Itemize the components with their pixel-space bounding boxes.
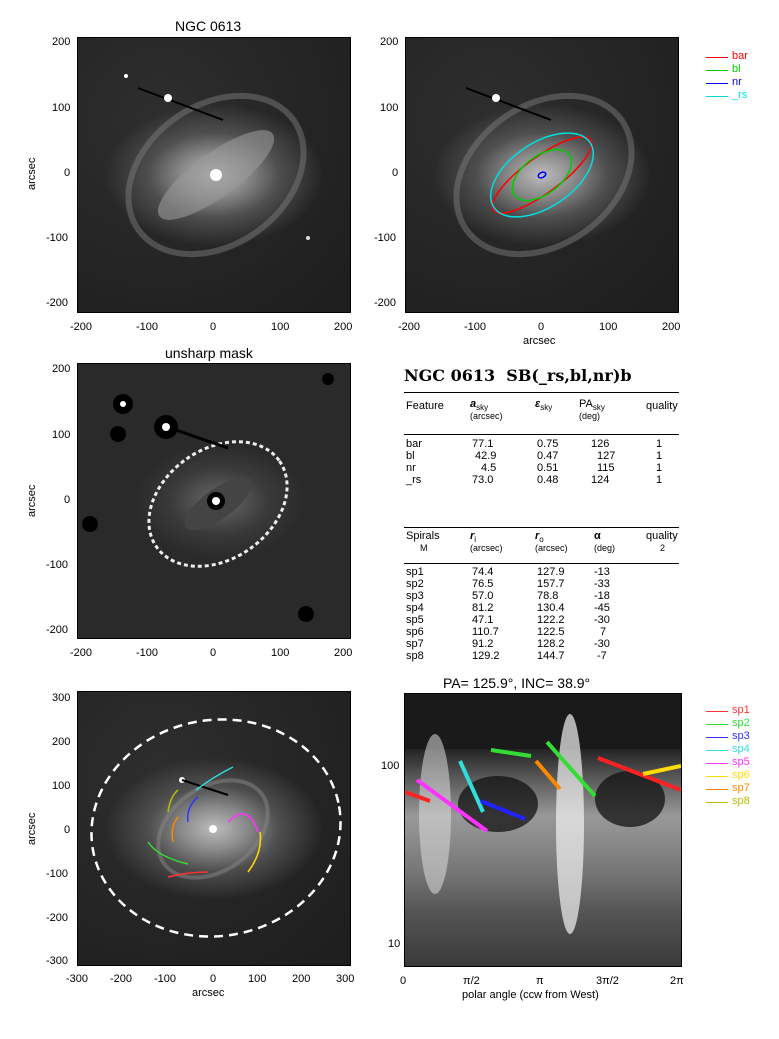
ellipse-fit-image	[453, 87, 635, 258]
p5-ytick-m300: -300	[46, 955, 69, 967]
panel1-title: NGC 0613	[175, 18, 242, 34]
p5-xtick-m100: -100	[154, 973, 177, 985]
p5-xtick-m300: -300	[66, 973, 89, 985]
p5-ytick-300: 300	[52, 692, 71, 704]
panel6-title: PA= 125.9°, INC= 38.9°	[443, 675, 591, 691]
p3-ytick-200: 200	[52, 363, 71, 375]
p2-ytick-200: 200	[380, 36, 399, 48]
p6-ytick-10: 10	[388, 938, 401, 950]
p2-xtick-0: 0	[538, 321, 545, 333]
p5-xtick-m200: -200	[110, 973, 133, 985]
p1-ytick-m200: -200	[46, 297, 69, 309]
p5-ytick-100: 100	[52, 780, 71, 792]
p6-xtick-3pi2: 3π/2	[596, 975, 619, 987]
p6-ytick-100: 100	[381, 760, 400, 772]
p2-xtick-100: 100	[599, 321, 618, 333]
spiral-legend: sp1 sp2 sp3 sp4 sp5 sp6 sp7 sp8	[706, 704, 771, 816]
p2-xtick-m100: -100	[464, 321, 487, 333]
p3-xtick-m200: -200	[70, 647, 93, 659]
p3-ytick-0: 0	[64, 494, 71, 506]
panel3-ylabel: arcsec	[26, 484, 38, 517]
p3-ytick-m200: -200	[46, 624, 69, 636]
p1-xtick-0: 0	[210, 321, 217, 333]
galaxy-image	[124, 74, 310, 258]
p1-ytick-100: 100	[52, 102, 71, 114]
galaxy-image-panel	[77, 37, 351, 313]
p5-xtick-0: 0	[210, 973, 217, 985]
table-rule-spirals	[404, 527, 679, 528]
p1-ytick-200: 200	[52, 36, 71, 48]
feature-legend: bar bl nr _rs	[706, 50, 766, 110]
ellipse-fit-panel	[405, 37, 679, 313]
p2-ytick-100: 100	[380, 102, 399, 114]
p2-xtick-m200: -200	[398, 321, 421, 333]
p2-ytick-m100: -100	[374, 232, 397, 244]
p3-xtick-100: 100	[271, 647, 290, 659]
feature-name: nr	[406, 462, 416, 474]
bar-ellipse	[491, 136, 593, 214]
panel5-xlabel: arcsec	[192, 987, 225, 999]
p5-xtick-200: 200	[292, 973, 311, 985]
unsharp-mask-panel	[77, 363, 351, 639]
polar-plot-image	[405, 694, 681, 934]
p5-ytick-0: 0	[64, 824, 71, 836]
spirals-rows: sp1 74.4 127.9 -13 sp2 76.5 157.7 -33 sp3 57.0 7…	[406, 566, 610, 662]
bl-ellipse	[511, 148, 573, 202]
p1-xtick-100: 100	[271, 321, 290, 333]
feature-name: bl	[406, 450, 415, 462]
table-rule-top	[404, 392, 679, 393]
p3-xtick-m100: -100	[136, 647, 159, 659]
p6-xtick-pi: π	[536, 975, 544, 987]
p5-ytick-m200: -200	[46, 912, 69, 924]
feature-name: _rs	[406, 474, 422, 486]
panel2-xlabel: arcsec	[523, 335, 556, 347]
table-heading: NGC 0613 SB(_rs,bl,nr)b	[404, 366, 632, 385]
p6-xtick-pi2: π/2	[463, 975, 480, 987]
p2-ytick-0: 0	[392, 167, 399, 179]
panel3-title: unsharp mask	[165, 345, 253, 361]
spiral-traces-image	[90, 718, 342, 938]
panel5-ylabel: arcsec	[26, 812, 38, 845]
p3-xtick-0: 0	[210, 647, 217, 659]
panel6-xlabel: polar angle (ccw from West)	[462, 989, 599, 1001]
p1-ytick-m100: -100	[46, 232, 69, 244]
p6-xtick-0: 0	[400, 975, 407, 987]
p3-ytick-100: 100	[52, 429, 71, 441]
p5-ytick-200: 200	[52, 736, 71, 748]
panel1-ylabel: arcsec	[26, 157, 38, 190]
polar-plot-panel	[404, 693, 682, 967]
p2-ytick-m200: -200	[374, 297, 397, 309]
p5-xtick-300: 300	[336, 973, 355, 985]
p1-xtick-m200: -200	[70, 321, 93, 333]
spirals-header: Spirals M ri (arcsec) ro (arcsec) α (deg…	[406, 530, 678, 553]
rs-ellipse	[489, 132, 595, 218]
spiral-traces-panel	[77, 691, 351, 966]
p1-xtick-m100: -100	[136, 321, 159, 333]
p1-ytick-0: 0	[64, 167, 71, 179]
unsharp-mask-image	[82, 373, 334, 622]
feature-name: bar	[406, 438, 422, 450]
p6-xtick-2pi: 2π	[670, 975, 684, 987]
p5-ytick-m100: -100	[46, 868, 69, 880]
features-table: Feature asky (arcsec) εsky PAsky (deg) q…	[406, 398, 678, 421]
p1-xtick-200: 200	[334, 321, 353, 333]
features-rows: bar 77.1 0.75 126 1 bl 42.9 0.47 127 1 n…	[406, 438, 663, 486]
nr-ellipse	[537, 171, 547, 179]
table-rule-features	[404, 434, 679, 435]
p2-xtick-200: 200	[662, 321, 681, 333]
p3-xtick-200: 200	[334, 647, 353, 659]
p5-xtick-100: 100	[248, 973, 267, 985]
p3-ytick-m100: -100	[46, 559, 69, 571]
table-rule-spirals-bottom	[404, 563, 679, 564]
